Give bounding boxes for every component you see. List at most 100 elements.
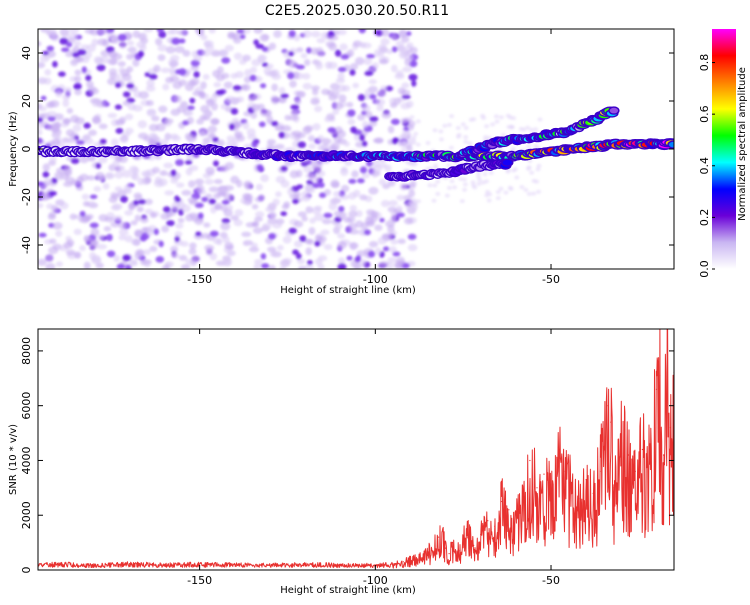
noise-blob: [310, 30, 321, 38]
noise-blob: [246, 128, 256, 137]
noise-blob: [314, 105, 323, 113]
haze-blob: [439, 137, 444, 142]
noise-blob: [55, 261, 63, 267]
noise-blob: [153, 179, 164, 188]
noise-blob: [312, 182, 320, 189]
noise-blob: [234, 131, 242, 139]
colorbar: 0.0 0.2 0.4 0.6 0.8 Normalized spectral ampl…: [698, 29, 748, 278]
noise-blob: [259, 109, 271, 117]
noise-blob: [40, 29, 50, 33]
noise-blob: [44, 69, 52, 76]
haze-blob: [511, 168, 517, 173]
noise-blob: [347, 109, 356, 117]
noise-blob: [189, 97, 196, 104]
noise-blob: [86, 175, 96, 181]
noise-blob: [254, 259, 263, 265]
haze-blob: [488, 170, 494, 175]
noise-blob: [347, 222, 358, 230]
noise-blob: [89, 222, 99, 229]
noise-blob: [386, 48, 393, 55]
noise-blob: [74, 88, 82, 96]
noise-blob: [89, 194, 98, 200]
spectrogram-panel: -150 -100 -50 -40 -20 0 20 40 Height of straig…: [8, 28, 675, 296]
noise-blob: [368, 240, 379, 248]
haze-blob: [435, 191, 441, 196]
noise-blob: [221, 205, 228, 213]
noise-blob: [48, 190, 57, 196]
noise-blob: [378, 178, 387, 186]
snr-point: [634, 470, 636, 472]
noise-blob: [64, 86, 72, 94]
snr-point: [627, 454, 629, 456]
noise-blob: [390, 102, 398, 109]
haze-blob: [397, 142, 403, 147]
noise-blob: [239, 34, 246, 40]
noise-blob: [374, 247, 382, 255]
noise-blob: [38, 40, 42, 47]
y-tick-label: 6000: [20, 392, 33, 420]
noise-blob: [221, 199, 230, 205]
noise-blob: [305, 172, 316, 179]
noise-blob: [377, 44, 387, 52]
noise-blob: [105, 172, 116, 180]
figure-title: C2E5.2025.030.20.50.R11: [265, 3, 449, 19]
noise-blob: [282, 257, 293, 264]
noise-blob: [209, 230, 219, 237]
noise-blob: [51, 138, 61, 146]
snr-point: [128, 563, 130, 565]
y-tick-label: 40: [20, 46, 33, 60]
noise-blob: [381, 111, 392, 119]
noise-blob: [361, 120, 369, 129]
noise-blob: [384, 164, 392, 172]
noise-blob: [337, 211, 348, 219]
noise-blob: [386, 230, 398, 236]
noise-blob: [406, 42, 414, 48]
snr-point: [93, 564, 95, 566]
noise-blob: [92, 117, 102, 125]
noise-blob: [321, 218, 332, 225]
noise-blob: [340, 54, 350, 60]
noise-blob: [186, 116, 194, 125]
noise-blob: [55, 173, 64, 181]
noise-blob: [366, 53, 376, 59]
haze-blob: [531, 178, 537, 183]
haze-blob: [531, 191, 537, 196]
snr-point: [669, 427, 672, 429]
snr-x-ticks: -150 -100 -50: [187, 329, 560, 587]
noise-blob: [306, 260, 313, 265]
noise-blob: [224, 44, 234, 52]
noise-blob: [391, 34, 398, 41]
noise-blob: [302, 30, 312, 38]
snr-x-axis-label: Height of straight line (km): [280, 585, 416, 596]
noise-blob: [145, 85, 156, 92]
noise-blob: [380, 85, 388, 92]
noise-blob: [52, 60, 58, 68]
haze-blob: [446, 163, 451, 168]
snr-point: [163, 564, 166, 566]
haze-blob: [537, 117, 543, 122]
noise-blob: [301, 215, 308, 222]
noise-blob: [107, 58, 118, 66]
snr-point: [304, 563, 306, 565]
snr-point: [557, 454, 559, 456]
noise-blob: [98, 214, 108, 222]
noise-blob: [100, 50, 110, 57]
noise-blob: [374, 137, 384, 144]
noise-blob: [128, 260, 138, 267]
snr-line: [38, 329, 674, 569]
haze-blob: [533, 127, 539, 132]
noise-blob: [99, 138, 107, 145]
noise-blob: [400, 117, 409, 124]
noise-blob: [354, 57, 365, 66]
noise-blob: [332, 108, 340, 115]
snr-point: [592, 492, 594, 494]
noise-blob: [96, 64, 106, 72]
snr-point: [529, 459, 531, 462]
noise-blob: [310, 47, 319, 55]
haze-blob: [438, 129, 444, 134]
noise-blob: [193, 179, 201, 186]
haze-blob: [452, 185, 458, 190]
noise-blob: [235, 71, 244, 79]
ridge-core: [609, 107, 619, 114]
